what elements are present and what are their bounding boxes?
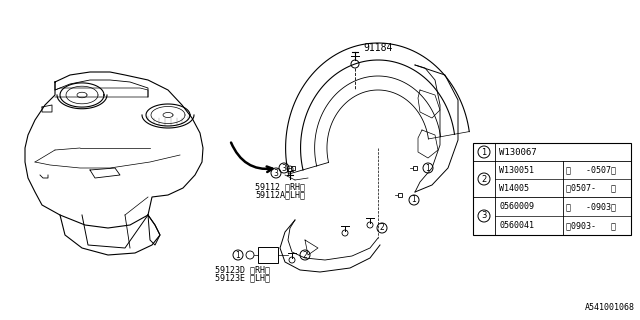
Text: 〈0507-   〉: 〈0507- 〉 [566,183,616,193]
Text: 3: 3 [481,212,486,220]
Text: 〈   -0507〉: 〈 -0507〉 [566,165,616,174]
Text: W14005: W14005 [499,183,529,193]
Text: 1: 1 [236,251,241,260]
Text: 59112A〈LH〉: 59112A〈LH〉 [255,190,305,199]
Text: 2: 2 [481,174,486,183]
Bar [398,193,402,197]
Text: 2: 2 [380,223,385,233]
Text: 0560009: 0560009 [499,202,534,211]
Text: 59123D 〈RH〉: 59123D 〈RH〉 [215,265,270,274]
Bar [473,143,631,235]
Text: 0560041: 0560041 [499,221,534,230]
Text: 3: 3 [273,169,278,178]
Text: W130051: W130051 [499,165,534,174]
Text: 〈0903-   〉: 〈0903- 〉 [566,221,616,230]
Text: 1: 1 [481,148,486,156]
Text: 1: 1 [426,164,430,172]
Bar [413,166,417,170]
Text: 59123E 〈LH〉: 59123E 〈LH〉 [215,273,270,282]
Text: 91184: 91184 [363,43,392,53]
Bar [258,247,278,263]
Text: 59112 〈RH〉: 59112 〈RH〉 [255,182,305,191]
Text: 〈   -0903〉: 〈 -0903〉 [566,202,616,211]
Text: W130067: W130067 [499,148,536,156]
Text: 2: 2 [303,251,307,260]
Text: 1: 1 [412,196,417,204]
Bar [291,166,295,170]
Text: 3: 3 [282,164,287,172]
Text: A541001068: A541001068 [585,303,635,312]
